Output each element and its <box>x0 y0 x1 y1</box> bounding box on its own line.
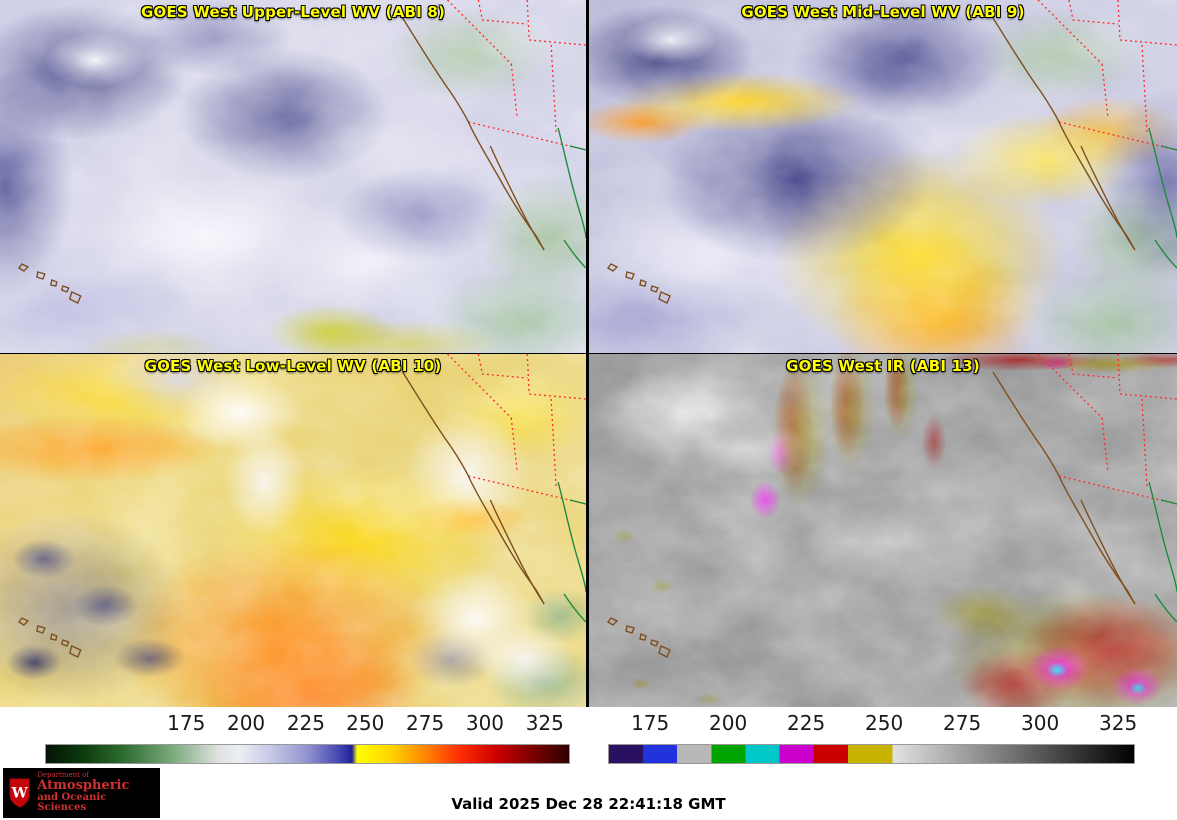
tick-label: 300 <box>1021 711 1060 735</box>
uw-aos-logo: W Department of Atmospheric and Oceanic … <box>3 768 160 818</box>
svg-text:W: W <box>11 785 29 801</box>
wv-colorbar-tick-labels: 175 200 225 250 275 300 325 <box>45 709 570 741</box>
tick-label: 275 <box>406 711 445 735</box>
panel-mid-level-wv: GOES West Mid-Level WV (ABI 9) <box>589 0 1177 353</box>
wv-colorbar <box>45 744 570 764</box>
satellite-quad-grid: GOES West Upper-Level WV (ABI 8) GOES We… <box>0 0 1177 707</box>
tick-label: 275 <box>943 711 982 735</box>
panel-title-mid-wv: GOES West Mid-Level WV (ABI 9) <box>741 3 1025 21</box>
map-boundaries-overlay <box>607 354 1177 658</box>
tick-label: 325 <box>525 711 564 735</box>
cloud-texture-overlay <box>589 354 1177 707</box>
panel-title-ir: GOES West IR (ABI 13) <box>786 357 980 375</box>
tick-label: 175 <box>631 711 670 735</box>
logo-line-2: Atmospheric <box>37 778 130 794</box>
tick-label: 300 <box>465 711 505 735</box>
panel-upper-level-wv: GOES West Upper-Level WV (ABI 8) <box>0 0 586 353</box>
logo-line-1: Department of <box>37 771 89 779</box>
panel-title-low-wv: GOES West Low-Level WV (ABI 10) <box>144 357 442 375</box>
logo-line-3: and Oceanic Sciences <box>37 791 107 814</box>
tick-label: 175 <box>167 711 206 735</box>
tick-label: 250 <box>865 711 904 735</box>
panel-title-upper-wv: GOES West Upper-Level WV (ABI 8) <box>140 3 446 21</box>
tick-label: 225 <box>787 711 826 735</box>
cloud-texture-overlay <box>589 0 1177 353</box>
tick-label: 225 <box>286 711 326 735</box>
tick-label: 325 <box>1099 711 1138 735</box>
map-boundaries-overlay <box>18 354 586 658</box>
tick-label: 200 <box>226 711 266 735</box>
panel-low-level-wv: GOES West Low-Level WV (ABI 10) <box>0 354 586 707</box>
panel-ir: GOES West IR (ABI 13) <box>589 354 1177 707</box>
map-boundaries-overlay <box>18 0 586 304</box>
uw-crest-icon: W <box>9 778 30 808</box>
logo-text: Department of Atmospheric and Oceanic Sc… <box>37 771 155 814</box>
ir-colorbar-tick-labels: 175 200 225 250 275 300 325 <box>608 709 1138 741</box>
ir-colorbar <box>608 744 1135 764</box>
cloud-texture-overlay <box>0 0 586 353</box>
tick-label: 250 <box>346 711 385 735</box>
map-boundaries-overlay <box>607 0 1177 304</box>
cloud-texture-overlay <box>0 354 586 707</box>
valid-time: Valid 2025 Dec 28 22:41:18 GMT <box>451 795 726 813</box>
tick-label: 200 <box>709 711 748 735</box>
